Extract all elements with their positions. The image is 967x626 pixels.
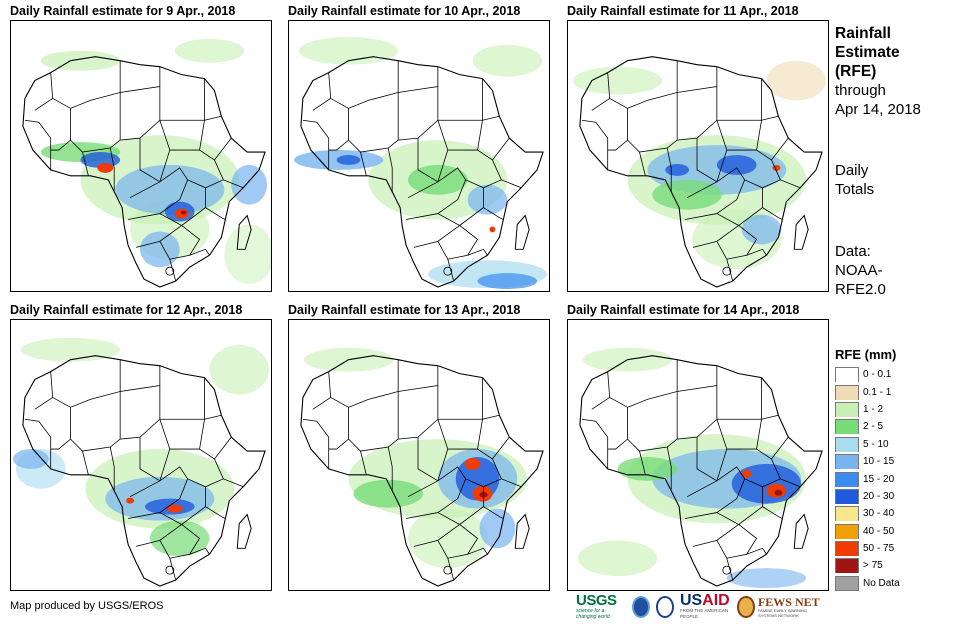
rfe-legend: RFE (mm) 0 - 0.1 0.1 - 1 1 - 2 2 - 5 5 - 10 1… [835,347,955,592]
panel-title: Daily Rainfall estimate for 10 Apr., 201… [288,4,521,18]
map-title-block: Rainfall Estimate (RFE) through Apr 14, … [835,24,921,119]
agency-logos: USGS science for a changing world USAID … [576,592,826,621]
legend-item: 50 - 75 [835,540,955,557]
legend-item: No Data [835,575,955,592]
panel-title: Daily Rainfall estimate for 9 Apr., 2018 [10,4,236,18]
rainfall-map [10,20,272,292]
map-title-line3: (RFE) [835,63,877,80]
totals-line2: Totals [835,181,875,198]
data-source-block: Data: NOAA- RFE2.0 [835,242,886,299]
rainfall-map [288,319,550,591]
map-title-line1: Rainfall [835,25,891,42]
legend-swatch [835,488,859,504]
panel-title: Daily Rainfall estimate for 12 Apr., 201… [10,303,243,317]
legend-label: 15 - 20 [863,473,895,485]
legend-rows: 0 - 0.1 0.1 - 1 1 - 2 2 - 5 5 - 10 10 - 15 15 … [835,366,955,592]
usaid-seal-icon [656,596,674,618]
legend-item: 20 - 30 [835,488,955,505]
legend-swatch [835,367,859,383]
fews-wordmark: FEWS NET [757,595,820,609]
rain-medium-areas [647,145,787,245]
legend-item: 10 - 15 [835,453,955,470]
rainfall-map [567,319,829,591]
legend-swatch [835,575,859,591]
legend-label: 50 - 75 [863,543,895,555]
legend-title: RFE (mm) [835,347,897,362]
legend-swatch [835,419,859,435]
legend-label: > 75 [863,560,883,572]
map-panel-apr13: Daily Rainfall estimate for 13 Apr., 201… [288,303,558,593]
legend-item: 30 - 40 [835,505,955,522]
data-source-line2: RFE2.0 [835,281,886,298]
rain-heavy-areas [126,497,195,515]
map-title-line2: Estimate [835,44,900,61]
usgs-wordmark: USGS [576,592,617,609]
legend-label: 0.1 - 1 [863,386,892,398]
through-date: Apr 14, 2018 [835,101,921,118]
legend-swatch [835,384,859,400]
legend-label: 30 - 40 [863,508,895,520]
map-panel-apr9: Daily Rainfall estimate for 9 Apr., 2018 [10,4,280,294]
map-credit: Map produced by USGS/EROS [10,600,164,612]
panel-title: Daily Rainfall estimate for 14 Apr., 201… [567,303,800,317]
legend-item: 2 - 5 [835,418,955,435]
map-panel-apr12: Daily Rainfall estimate for 12 Apr., 201… [10,303,280,593]
panel-title: Daily Rainfall estimate for 13 Apr., 201… [288,303,521,317]
data-label: Data: [835,243,871,260]
legend-swatch [835,471,859,487]
rain-heavy-areas [731,463,802,504]
map-panel-apr14: Daily Rainfall estimate for 14 Apr., 201… [567,303,837,593]
rain-heavy-areas [336,155,496,233]
legend-item: 15 - 20 [835,470,955,487]
usaid-tagline: FROM THE AMERICAN PEOPLE [679,608,729,619]
legend-label: 10 - 15 [863,456,895,468]
noaa-seal-icon [632,596,651,618]
legend-swatch [835,436,859,452]
usaid-logo: USAID FROM THE AMERICAN PEOPLE [679,592,732,620]
legend-swatch [835,523,859,539]
fews-tagline: FAMINE EARLY WARNING SYSTEMS NETWORK [757,608,807,618]
rainfall-map [288,20,550,292]
legend-swatch [835,506,859,522]
usaid-wordmark: USAID [679,592,730,609]
legend-item: > 75 [835,557,955,574]
usgs-tagline: science for a changing world [576,608,610,620]
legend-swatch [835,558,859,574]
legend-item: 1 - 2 [835,401,955,418]
rainfall-map [567,20,829,292]
through-label: through [835,82,886,99]
legend-label: 2 - 5 [863,421,884,433]
legend-item: 0 - 0.1 [835,366,955,383]
legend-label: 40 - 50 [863,525,895,537]
legend-item: 5 - 10 [835,436,955,453]
legend-swatch [835,541,859,557]
legend-swatch [835,454,859,470]
data-source-line1: NOAA- [835,262,883,279]
legend-label: No Data [863,577,900,589]
rainfall-map [10,319,272,591]
rain-heavy-areas [455,456,500,502]
legend-swatch [835,401,859,417]
map-panel-apr11: Daily Rainfall estimate for 11 Apr., 201… [567,4,837,294]
rain-heavy-areas [80,152,195,222]
legend-label: 1 - 2 [863,403,884,415]
usgs-logo: USGS science for a changing world [576,592,624,620]
fews-net-logo: FEWS NET FAMINE EARLY WARNING SYSTEMS NE… [737,596,826,618]
panel-title: Daily Rainfall estimate for 11 Apr., 201… [567,4,799,18]
legend-label: 5 - 10 [863,438,889,450]
totals-line1: Daily [835,162,869,179]
legend-label: 0 - 0.1 [863,369,892,381]
legend-item: 0.1 - 1 [835,383,955,400]
totals-block: Daily Totals [835,161,874,199]
fews-globe-icon [737,596,755,618]
legend-label: 20 - 30 [863,490,895,502]
map-panel-apr10: Daily Rainfall estimate for 10 Apr., 201… [288,4,558,294]
legend-item: 40 - 50 [835,523,955,540]
